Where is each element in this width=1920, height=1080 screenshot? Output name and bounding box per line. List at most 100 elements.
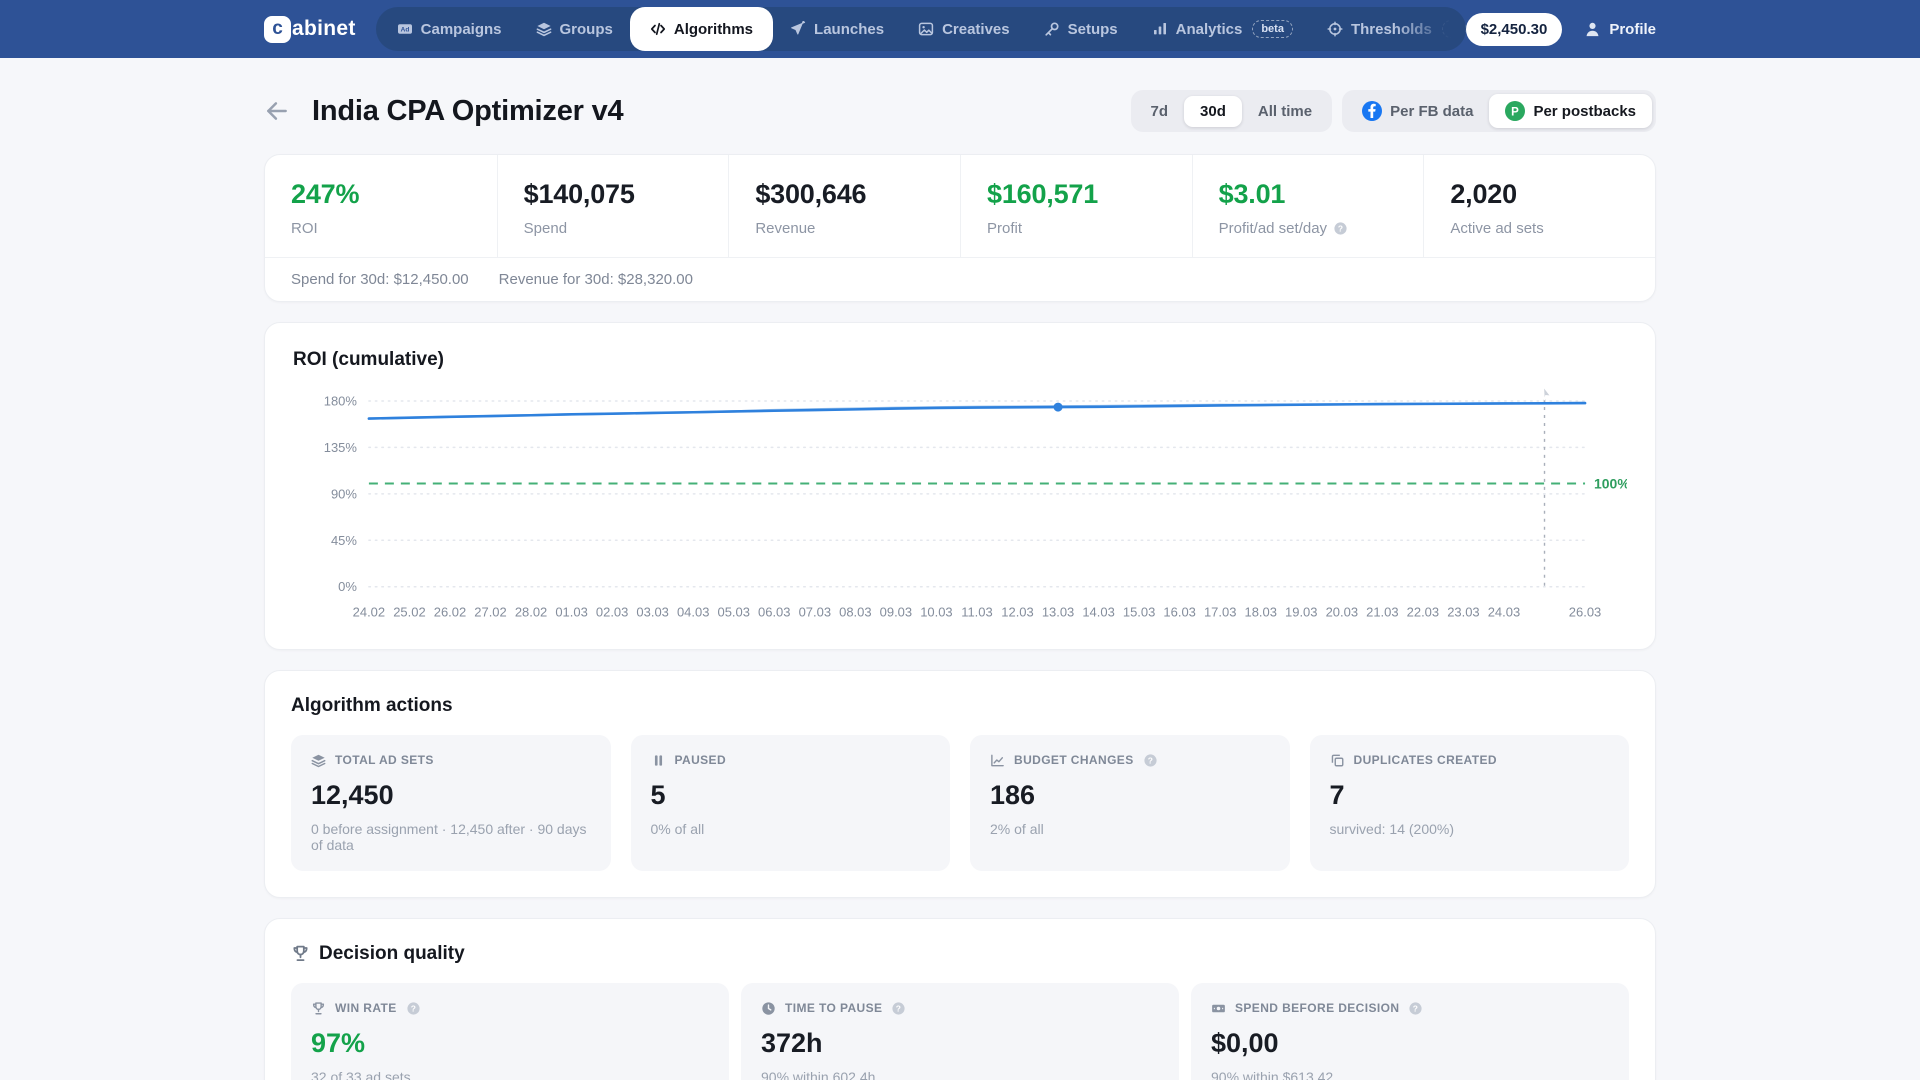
roi-chart-card: ROI (cumulative) 0% 45% 90% 135% 180% 100% 24.… — [264, 322, 1656, 650]
svg-text:45%: 45% — [331, 533, 357, 548]
help-icon[interactable]: ? — [1333, 221, 1348, 236]
stat-spend: $140,075 Spend — [496, 155, 729, 257]
roi-cumulative-chart[interactable]: 0% 45% 90% 135% 180% 100% 24.02 25.02 26.02 27.02… — [293, 387, 1627, 633]
range-label: All time — [1257, 102, 1313, 120]
mini-card-value: 12,450 — [311, 779, 394, 810]
svg-text:15.03: 15.03 — [1123, 605, 1155, 620]
svg-text:26.02: 26.02 — [434, 605, 466, 620]
source-label: Per postbacks — [1533, 102, 1636, 120]
svg-text:20.03: 20.03 — [1326, 605, 1358, 620]
svg-text:23.03: 23.03 — [1447, 605, 1479, 620]
facebook-icon — [1362, 101, 1383, 121]
logo-c-icon: c — [264, 15, 291, 43]
nav-item-setups[interactable]: Setups — [1027, 7, 1135, 51]
nav-label: Algorithms — [673, 20, 754, 38]
mini-card-value: $0,00 — [1211, 1027, 1279, 1058]
paused-card: PAUSED 5 0% of all — [630, 734, 950, 871]
stat-profit-per-adset: $3.01 Profit/ad set/day ? — [1191, 155, 1424, 257]
analytics-icon — [1153, 23, 1166, 35]
logo-text: abinet — [292, 17, 356, 40]
help-icon[interactable]: ? — [891, 1001, 906, 1016]
mini-card-sub: 32 of 33 ad sets — [311, 1068, 411, 1080]
nav-item-thresholds[interactable]: Thresholds beta — [1310, 7, 1466, 51]
nav-item-groups[interactable]: Groups — [519, 7, 630, 51]
total-adsets-card: TOTAL AD SETS 12,450 0 before assignment… — [291, 734, 611, 871]
date-range-control: 7d 30d All time — [1130, 90, 1333, 132]
section-title-text: Decision quality — [319, 942, 465, 964]
svg-text:?: ? — [1413, 1003, 1419, 1013]
mini-card-value: 186 — [990, 779, 1036, 810]
win-rate-card: WIN RATE ? 97% 32 of 33 ad sets — [291, 982, 729, 1080]
nav-label: Setups — [1067, 20, 1118, 38]
data-source-control: Per FB data P Per postbacks — [1342, 90, 1656, 132]
svg-text:28.02: 28.02 — [515, 605, 547, 620]
stat-label: Spend — [523, 220, 568, 237]
svg-text:07.03: 07.03 — [799, 605, 831, 620]
svg-text:14.03: 14.03 — [1082, 605, 1114, 620]
nav-label: Thresholds — [1350, 20, 1432, 38]
profile-button[interactable]: Profile — [1584, 21, 1656, 38]
svg-text:16.03: 16.03 — [1163, 605, 1195, 620]
svg-text:Ad: Ad — [400, 26, 409, 33]
svg-text:?: ? — [410, 1003, 416, 1013]
app-logo[interactable]: c abinet — [264, 15, 356, 43]
decision-quality-card: Decision quality WIN RATE ? 97% 32 of 33… — [264, 917, 1656, 1080]
svg-text:19.03: 19.03 — [1285, 605, 1317, 620]
svg-text:25.02: 25.02 — [393, 605, 425, 620]
svg-text:24.03: 24.03 — [1488, 605, 1520, 620]
stat-label: Active ad sets — [1450, 220, 1544, 237]
nav-item-analytics[interactable]: Analytics beta — [1135, 7, 1310, 51]
back-button[interactable] — [264, 98, 290, 124]
stats-footer: Spend for 30d: $12,450.00 Revenue for 30… — [265, 257, 1655, 301]
beta-badge: beta — [1441, 20, 1466, 38]
nav-item-launches[interactable]: Launches — [773, 7, 901, 51]
source-postbacks[interactable]: P Per postbacks — [1489, 94, 1652, 128]
svg-text:26.03: 26.03 — [1569, 605, 1601, 620]
svg-text:?: ? — [896, 1003, 902, 1013]
spend-30d-note: Spend for 30d: $12,450.00 — [291, 271, 469, 288]
thresholds-icon — [1327, 21, 1343, 37]
algorithms-icon — [650, 22, 665, 36]
time-to-pause-card: TIME TO PAUSE ? 372h 90% within 602.4h — [741, 982, 1179, 1080]
help-icon[interactable]: ? — [1143, 753, 1158, 768]
nav-item-algorithms[interactable]: Algorithms — [629, 7, 774, 51]
mini-card-sub: 90% within $613.42 — [1211, 1068, 1334, 1080]
svg-text:06.03: 06.03 — [758, 605, 790, 620]
help-icon[interactable]: ? — [1408, 1001, 1423, 1016]
page-title: India CPA Optimizer v4 — [312, 94, 624, 127]
range-7d[interactable]: 7d — [1135, 96, 1185, 127]
setups-icon — [1044, 22, 1059, 36]
nav-item-creatives[interactable]: Creatives — [901, 7, 1027, 51]
balance-pill[interactable]: $2,450.30 — [1465, 12, 1563, 46]
svg-text:09.03: 09.03 — [880, 605, 912, 620]
range-label: 7d — [1150, 102, 1169, 120]
svg-text:?: ? — [1147, 755, 1153, 765]
stat-label: ROI — [291, 220, 318, 237]
svg-text:17.03: 17.03 — [1204, 605, 1236, 620]
range-all-time[interactable]: All time — [1242, 96, 1328, 127]
svg-text:03.03: 03.03 — [636, 605, 668, 620]
svg-text:02.03: 02.03 — [596, 605, 628, 620]
revenue-30d-note: Revenue for 30d: $28,320.00 — [498, 271, 693, 288]
mini-card-label: DUPLICATES CREATED — [1353, 753, 1497, 768]
mini-card-value: 372h — [761, 1027, 823, 1058]
svg-text:90%: 90% — [331, 486, 357, 501]
source-fb-data[interactable]: Per FB data — [1346, 94, 1489, 128]
duplicates-icon — [1331, 754, 1343, 767]
profile-label: Profile — [1609, 20, 1656, 38]
svg-text:?: ? — [1338, 224, 1343, 234]
nav-item-campaigns[interactable]: Ad Campaigns — [380, 7, 519, 51]
help-icon[interactable]: ? — [406, 1001, 421, 1016]
mini-card-value: 97% — [311, 1027, 366, 1058]
postbacks-icon: P — [1505, 101, 1526, 121]
stat-value: $3.01 — [1218, 179, 1286, 209]
range-30d[interactable]: 30d — [1184, 95, 1242, 127]
trophy-icon — [293, 945, 308, 962]
mini-card-label: PAUSED — [674, 753, 727, 768]
mini-card-value: 5 — [650, 779, 666, 810]
nav-label: Analytics — [1175, 20, 1243, 38]
profile-icon — [1586, 22, 1599, 36]
source-label: Per FB data — [1390, 102, 1474, 120]
svg-text:135%: 135% — [324, 440, 358, 455]
svg-text:01.03: 01.03 — [555, 605, 587, 620]
